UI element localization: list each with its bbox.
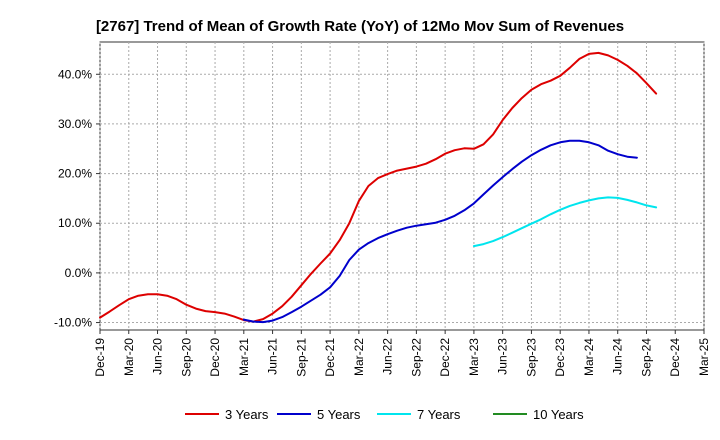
x-tick-label: Sep-21 — [294, 338, 308, 377]
x-tick-label: Mar-22 — [352, 338, 366, 376]
x-tick-label: Sep-24 — [639, 338, 653, 377]
legend-label: 5 Years — [317, 407, 361, 422]
legend-label: 3 Years — [225, 407, 269, 422]
legend: 3 Years 5 Years 7 Years 10 Years — [185, 407, 584, 422]
y-tick-label: 40.0% — [58, 67, 92, 81]
x-tick-label: Sep-22 — [409, 338, 423, 377]
x-axis-ticks: Dec-19 Mar-20 Jun-20 Sep-20 Dec-20 Mar-21 Jun-… — [93, 330, 711, 377]
x-tick-label: Jun-24 — [611, 338, 625, 375]
x-tick-label: Sep-23 — [524, 338, 538, 377]
legend-label: 7 Years — [417, 407, 461, 422]
series-line-5-years — [242, 139, 638, 324]
legend-label: 10 Years — [533, 407, 584, 422]
y-tick-label: 20.0% — [58, 167, 92, 181]
x-tick-label: Dec-23 — [553, 338, 567, 377]
series-lines — [99, 51, 658, 324]
x-tick-label: Dec-24 — [668, 338, 682, 377]
y-tick-label: 10.0% — [58, 216, 92, 230]
x-tick-label: Dec-21 — [323, 338, 337, 377]
series-line-3-years — [99, 51, 658, 323]
x-tick-label: Mar-20 — [122, 338, 136, 376]
x-tick-label: Sep-20 — [179, 338, 193, 377]
series-line-7-years — [472, 196, 658, 248]
chart-title: [2767] Trend of Mean of Growth Rate (YoY… — [96, 18, 624, 35]
y-axis-ticks: -10.0% 0.0% 10.0% 20.0% 30.0% 40.0% — [54, 67, 100, 330]
x-tick-label: Mar-25 — [697, 338, 711, 376]
x-tick-label: Jun-21 — [266, 338, 280, 375]
y-tick-label: 30.0% — [58, 117, 92, 131]
grid-lines — [99, 42, 705, 330]
y-tick-label: 0.0% — [65, 266, 93, 280]
plot-area — [99, 41, 705, 331]
x-tick-label: Jun-20 — [151, 338, 165, 375]
x-tick-label: Mar-23 — [467, 338, 481, 376]
x-tick-label: Dec-19 — [93, 338, 107, 377]
x-tick-label: Dec-20 — [208, 338, 222, 377]
x-tick-label: Jun-23 — [496, 338, 510, 375]
x-tick-label: Jun-22 — [381, 338, 395, 375]
x-tick-label: Mar-24 — [582, 338, 596, 376]
y-tick-label: -10.0% — [54, 316, 92, 330]
x-tick-label: Mar-21 — [237, 338, 251, 376]
x-tick-label: Dec-22 — [438, 338, 452, 377]
